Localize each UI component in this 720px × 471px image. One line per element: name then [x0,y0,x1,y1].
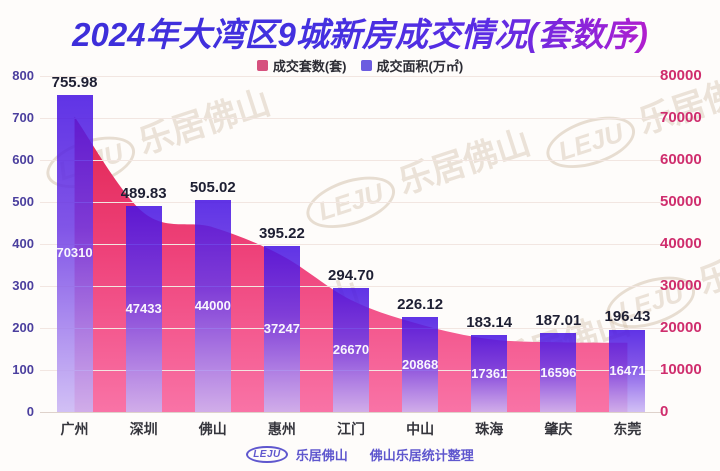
units-value-label: 20868 [402,356,439,372]
x-axis-label-肇庆: 肇庆 [544,421,573,437]
legend-marker-icon [360,60,372,71]
gridline [40,411,662,413]
legend-marker-icon [256,60,268,71]
x-axis-label-珠海: 珠海 [475,421,504,437]
y-axis-label-right: 0 [660,403,669,420]
gridline [40,117,662,119]
x-axis-label-江门: 江门 [336,421,365,437]
y-axis-label-left: 500 [12,194,34,209]
bar-fill [194,199,231,412]
area-value-label: 755.98 [51,73,98,91]
bar-东莞: 16471 [609,329,646,412]
x-axis-label-佛山: 佛山 [198,421,227,437]
y-axis-label-right: 70000 [660,109,702,126]
area-value-label: 505.02 [189,178,236,196]
y-axis-label-left: 200 [12,320,34,335]
gridline [40,201,662,203]
area-value-label: 294.70 [328,267,374,285]
x-axis-label-深圳: 深圳 [129,421,158,437]
x-axis-label-广州: 广州 [60,421,89,437]
x-axis-label-惠州: 惠州 [267,421,296,437]
bar-广州: 70310 [56,94,93,412]
bar-fill [333,288,369,412]
bar-深圳: 47433 [126,206,162,412]
units-value-label: 70310 [56,245,93,261]
bar-fill [540,333,577,412]
legend: 成交套数(套) 成交面积(万㎡) [0,56,720,75]
legend-label: 成交面积(万㎡) [376,59,464,74]
units-value-label: 26670 [332,342,370,358]
bar-fill [263,246,300,412]
y-axis-label-right: 10000 [660,361,702,378]
x-axis-label-中山: 中山 [406,421,435,437]
units-value-label: 16471 [609,362,646,378]
bar-佛山: 44000 [194,199,231,412]
leju-logo-icon: LEJU [246,446,288,463]
units-value-label: 44000 [194,297,231,313]
bar-珠海: 17361 [471,335,507,412]
bar-江门: 26670 [333,288,369,412]
plot-area: 70310 755.98 47433 489.83 44000 505.02 37247 39… [40,73,662,413]
units-value-label: 16596 [540,364,577,380]
area-value-label: 183.14 [466,314,513,332]
area-value-label: 226.12 [397,296,444,314]
y-axis-label-left: 800 [12,68,34,83]
legend-item-0: 成交套数(套) [256,56,347,75]
area-value-label: 395.22 [258,225,305,242]
y-axis-label-left: 0 [26,404,34,419]
area-value-label: 196.43 [604,308,651,326]
x-axis-label-东莞: 东莞 [613,421,642,437]
units-value-label: 17361 [471,365,508,381]
y-axis-label-right: 60000 [660,151,702,168]
gridline [40,285,662,287]
legend-item-1: 成交面积(万㎡) [360,56,464,75]
bar-fill [125,206,162,412]
y-axis-label-left: 400 [12,236,34,251]
footer: LEJU 乐居佛山 佛山乐居统计整理 [0,445,720,464]
y-axis-label-left: 300 [12,278,34,293]
footer-brand: 乐居佛山 [295,448,348,463]
x-axis-labels: 广州 深圳 佛山 惠州 江门 中山 珠海 肇庆 东莞 [40,419,662,439]
y-axis-label-left: 700 [12,110,34,125]
y-axis-label-right: 20000 [660,319,702,336]
bar-肇庆: 16596 [540,333,576,412]
area-value-label: 489.83 [120,185,167,203]
bar-中山: 20868 [402,317,438,412]
legend-label: 成交套数(套) [272,59,347,74]
gridline [40,243,662,245]
units-value-label: 47433 [125,301,162,317]
chart-title: 2024年大湾区9城新房成交情况(套数序) [0,8,720,56]
units-value-label: 37247 [263,321,300,336]
y-axis-label-right: 50000 [660,193,702,210]
bar-fill [402,317,439,412]
y-axis-label-right: 40000 [660,235,702,252]
y-axis-label-left: 100 [12,362,34,377]
gridline [40,159,662,161]
area-value-label: 187.01 [535,312,582,330]
y-axis-label-right: 30000 [660,277,702,294]
bar-fill [609,329,646,412]
bar-fill [56,94,93,412]
bar-惠州: 37247 [264,246,300,412]
bar-fill [471,335,508,412]
gridline [40,75,662,77]
footer-credit: 佛山乐居统计整理 [369,448,474,463]
y-axis-label-right: 80000 [660,67,702,84]
y-axis-label-left: 600 [12,152,34,167]
